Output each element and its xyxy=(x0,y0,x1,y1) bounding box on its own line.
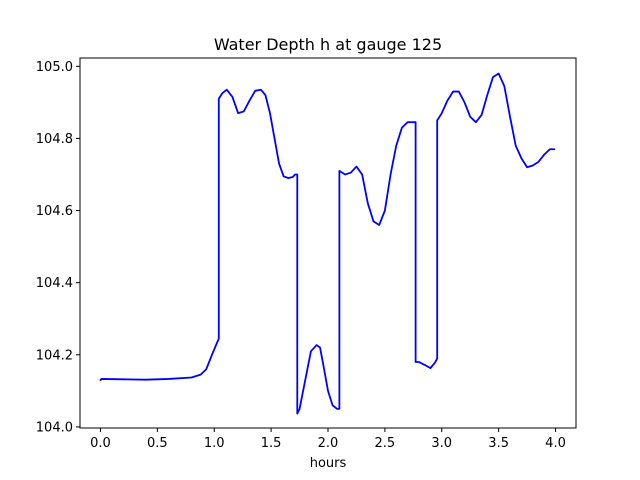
x-tick-label-8: 4.0 xyxy=(545,436,566,451)
x-tick-label-6: 3.0 xyxy=(431,436,452,451)
chart-title: Water Depth h at gauge 125 xyxy=(214,35,442,54)
x-tick-label-0: 0.0 xyxy=(90,436,111,451)
series-line-0 xyxy=(99,72,556,415)
x-tick-label-1: 0.5 xyxy=(147,436,168,451)
y-tick-label-4: 104.8 xyxy=(36,132,73,147)
x-tick-label-3: 1.5 xyxy=(261,436,282,451)
x-tick-label-7: 3.5 xyxy=(488,436,509,451)
y-tick-label-2: 104.4 xyxy=(36,276,73,291)
plot-area: 0.0 0.5 1.0 1.5 2.0 2.5 3.0 3.5 4.0 104.0 104.2 104… xyxy=(36,57,577,451)
y-tick-label-0: 104.0 xyxy=(36,420,73,435)
y-tick-label-5: 105.0 xyxy=(36,60,73,75)
x-tick-label-4: 2.0 xyxy=(318,436,339,451)
x-tick-label-5: 2.5 xyxy=(375,436,396,451)
y-tick-label-1: 104.2 xyxy=(36,348,73,363)
y-tick-label-3: 104.6 xyxy=(36,204,73,219)
x-tick-label-2: 1.0 xyxy=(204,436,225,451)
x-axis-label: hours xyxy=(310,456,347,471)
